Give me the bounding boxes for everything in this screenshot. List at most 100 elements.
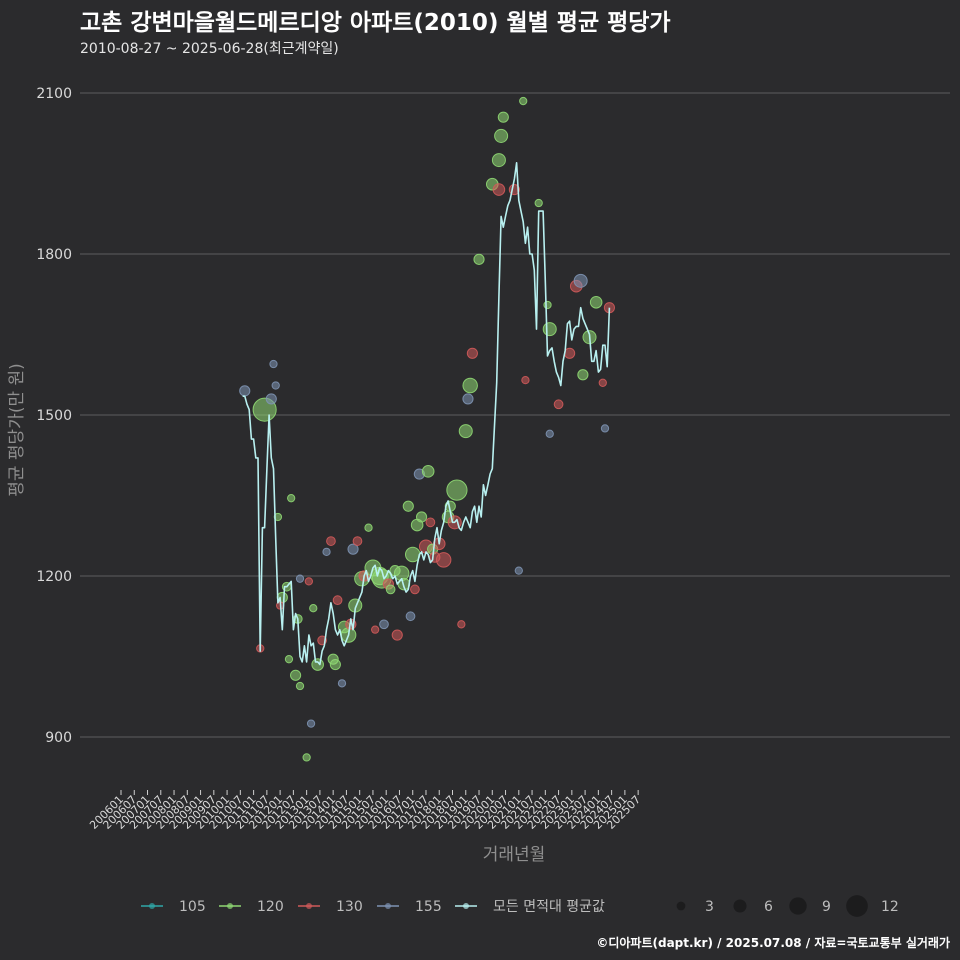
scatter-point-155 [600,424,610,433]
legend-item-s105: 105 [141,899,206,915]
legend-swatch-dot [306,903,312,909]
legend-swatch-dot [385,903,391,909]
size-legend-label: 12 [881,899,899,915]
scatter-point-130 [304,577,313,586]
scatter-point-130 [391,629,403,641]
scatter-point-155 [405,611,416,622]
scatter-point-155 [462,393,474,405]
source-credit: ©디아파트(dapt.kr) / 2025.07.08 / 자료=국토교통부 실… [596,936,950,950]
size-legend-label: 9 [822,899,831,915]
scatter-point-155 [545,429,554,438]
scatter-point-130 [466,347,478,359]
legend-item-s130: 130 [298,899,363,915]
grid-lines [80,92,950,738]
y-tick-label: 2100 [36,86,72,102]
scatter-point-130 [457,620,466,629]
scatter-point-130 [371,625,380,634]
scatter-point-155 [269,359,278,369]
legend-swatch-dot [227,903,233,909]
scatter-point-155 [322,547,331,556]
size-legend-circle [733,899,747,913]
scatter-point-120 [402,500,414,512]
scatter-point-130 [410,584,420,595]
scatter-point-120 [494,128,509,143]
chart-title: 고촌 강변마을월드메르디앙 아파트(2010) 월별 평균 평당가 [80,10,671,36]
scatter-point-155 [514,566,523,575]
y-tick-label: 1500 [36,408,72,424]
scatter-point-120 [497,111,509,123]
scatter-point-130 [521,375,530,385]
x-axis-ticks: 2006012006072007012007072008012008072009… [87,790,643,832]
legend-label: 120 [257,899,284,915]
size-legend-label: 6 [764,899,773,915]
scatter-point-120 [309,604,318,613]
legend-item-avg: 모든 면적대 평균값 [455,899,605,915]
y-axis-ticks: 900 1200 1500 1800 2100 [36,86,72,746]
chart-subtitle: 2010-08-27 ~ 2025-06-28(최근계약일) [80,41,339,57]
scatter-point-120 [446,479,468,501]
scatter-point-130 [435,552,452,568]
scatter-point-155 [265,393,277,405]
size-legend-label: 3 [705,899,714,915]
scatter-point-120 [295,681,305,691]
scatter-point-130 [492,183,506,196]
legend-item-s155: 155 [377,899,442,915]
size-legend-circle [846,895,868,917]
size-legend-item: 6 [733,899,773,915]
scatter-point-120 [290,669,302,681]
legend: 105 120 130 155 모든 면적대 평균값 3 6 9 12 [141,895,899,917]
scatter-point-155 [271,381,280,390]
scatter-point-120 [287,494,296,503]
y-axis-label: 평균 평당가(만 원) [7,363,27,497]
scatter-point-120 [462,377,478,394]
x-axis-label: 거래년월 [483,845,546,865]
scatter-point-155 [239,385,251,397]
scatter-point-120 [421,465,435,478]
legend-label: 모든 면적대 평균값 [493,899,605,915]
size-legend-circle [789,897,807,915]
scatter-point-120 [473,253,485,265]
scatter-point-120 [302,753,311,762]
scatter-point-120 [534,198,543,208]
scatter-point-120 [385,584,396,595]
size-legend-circle [676,901,686,911]
scatter-point-120 [543,300,552,310]
scatter-points [239,96,615,762]
scatter-point-120 [542,322,557,337]
scatter-point-120 [415,511,428,523]
scatter-point-120 [519,96,528,106]
legend-label: 105 [179,899,206,915]
legend-swatch-dot [149,903,155,909]
scatter-point-130 [598,378,607,387]
scatter-point-130 [326,536,336,546]
scatter-point-120 [589,296,603,309]
scatter-point-120 [577,369,589,381]
size-legend-item: 3 [676,899,714,915]
legend-item-s120: 120 [219,899,284,915]
legend-swatch-dot [463,903,469,909]
scatter-point-130 [425,517,436,528]
scatter-point-155 [295,574,305,583]
scatter-point-120 [284,655,294,664]
scatter-point-155 [347,543,359,555]
size-legend-item: 12 [846,895,899,917]
y-tick-label: 900 [45,730,72,746]
scatter-point-130 [332,595,343,606]
scatter-point-120 [491,153,506,168]
legend-label: 155 [415,899,442,915]
scatter-point-130 [553,399,564,410]
size-legend-item: 9 [789,897,831,915]
scatter-point-120 [311,658,324,671]
y-tick-label: 1800 [36,247,72,263]
scatter-point-120 [364,523,373,532]
average-line [242,162,611,666]
y-tick-label: 1200 [36,569,72,585]
scatter-point-155 [306,719,316,728]
scatter-point-130 [352,536,363,546]
scatter-point-120 [329,658,341,671]
scatter-point-155 [573,273,588,288]
average-line-group [242,162,611,666]
scatter-point-155 [379,619,389,630]
scatter-point-120 [458,424,473,439]
